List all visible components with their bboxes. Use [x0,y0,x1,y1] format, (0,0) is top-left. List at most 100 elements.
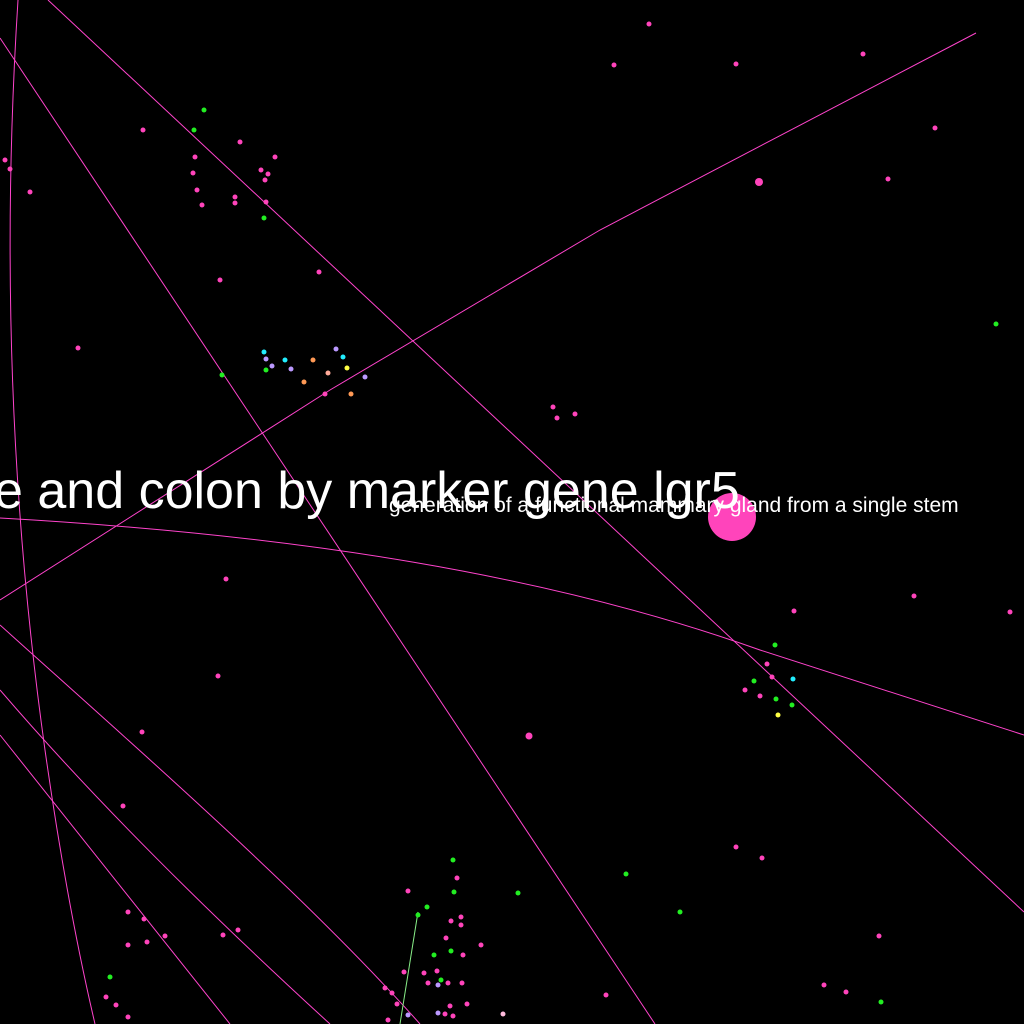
graph-node[interactable] [550,404,556,410]
graph-node[interactable] [261,215,267,221]
graph-node[interactable] [450,1013,456,1019]
graph-node[interactable] [500,1011,506,1017]
graph-node[interactable] [454,875,460,881]
graph-node[interactable] [911,593,917,599]
graph-node[interactable] [2,157,8,163]
graph-node[interactable] [459,980,465,986]
graph-node[interactable] [742,687,748,693]
graph-node[interactable] [515,890,521,896]
graph-node[interactable] [103,994,109,1000]
graph-node[interactable] [405,1012,411,1018]
graph-node[interactable] [232,200,238,206]
graph-node[interactable] [448,948,454,954]
graph-node[interactable] [261,349,267,355]
graph-node[interactable] [611,62,617,68]
graph-node[interactable] [385,1017,391,1023]
graph-node[interactable] [435,982,441,988]
graph-node[interactable] [677,909,683,915]
graph-node[interactable] [431,952,437,958]
graph-node[interactable] [733,844,739,850]
graph-node[interactable] [389,990,395,996]
graph-node[interactable] [789,702,795,708]
graph-node[interactable] [443,935,449,941]
graph-node[interactable] [301,379,307,385]
graph-node[interactable] [125,909,131,915]
graph-node[interactable] [769,674,775,680]
graph-node[interactable] [7,166,13,172]
graph-node[interactable] [764,661,770,667]
graph-node[interactable] [572,411,578,417]
graph-node[interactable] [288,366,294,372]
graph-node[interactable] [322,391,328,397]
graph-node[interactable] [843,989,849,995]
graph-node[interactable] [885,176,891,182]
graph-node[interactable] [191,127,197,133]
graph-node[interactable] [445,980,451,986]
graph-node[interactable] [348,391,354,397]
graph-node[interactable] [282,357,288,363]
graph-node[interactable] [344,365,350,371]
graph-node[interactable] [435,1010,441,1016]
graph-node[interactable] [772,642,778,648]
graph-node[interactable] [125,1014,131,1020]
graph-node[interactable] [190,170,196,176]
graph-node[interactable] [425,980,431,986]
graph-node[interactable] [325,370,331,376]
graph-node[interactable] [340,354,346,360]
graph-node[interactable] [162,933,168,939]
graph-node[interactable] [623,871,629,877]
graph-node[interactable] [773,696,779,702]
graph-node[interactable] [759,855,765,861]
graph-node[interactable] [450,857,456,863]
graph-node[interactable] [876,933,882,939]
graph-node[interactable] [316,269,322,275]
hub-node[interactable] [708,493,756,541]
graph-node[interactable] [442,1011,448,1017]
graph-node[interactable] [394,1001,400,1007]
graph-node[interactable] [878,999,884,1005]
graph-node[interactable] [448,918,454,924]
graph-node[interactable] [139,729,145,735]
graph-node[interactable] [107,974,113,980]
graph-node[interactable] [415,912,421,918]
graph-node[interactable] [603,992,609,998]
graph-node[interactable] [258,167,264,173]
graph-node[interactable] [263,356,269,362]
graph-node[interactable] [860,51,866,57]
graph-node[interactable] [235,927,241,933]
graph-node[interactable] [751,678,757,684]
graph-node[interactable] [757,693,763,699]
graph-node[interactable] [215,673,221,679]
graph-node[interactable] [201,107,207,113]
graph-node[interactable] [219,372,225,378]
graph-node[interactable] [646,21,652,27]
graph-node[interactable] [451,889,457,895]
graph-node[interactable] [791,608,797,614]
graph-node[interactable] [434,968,440,974]
graph-node[interactable] [554,415,560,421]
graph-node[interactable] [401,969,407,975]
graph-node[interactable] [269,363,275,369]
graph-node[interactable] [447,1003,453,1009]
graph-node[interactable] [460,952,466,958]
graph-node[interactable] [232,194,238,200]
graph-node[interactable] [220,932,226,938]
graph-node[interactable] [382,985,388,991]
graph-node[interactable] [237,139,243,145]
graph-node[interactable] [821,982,827,988]
graph-node[interactable] [262,177,268,183]
graph-node[interactable] [141,916,147,922]
graph-node[interactable] [199,202,205,208]
graph-node[interactable] [263,199,269,205]
graph-node[interactable] [405,888,411,894]
graph-node[interactable] [775,712,781,718]
graph-node[interactable] [458,922,464,928]
graph-node[interactable] [223,576,229,582]
graph-node[interactable] [421,970,427,976]
graph-node[interactable] [790,676,796,682]
graph-node[interactable] [733,61,739,67]
graph-node[interactable] [458,914,464,920]
graph-node[interactable] [125,942,131,948]
graph-node[interactable] [464,1001,470,1007]
